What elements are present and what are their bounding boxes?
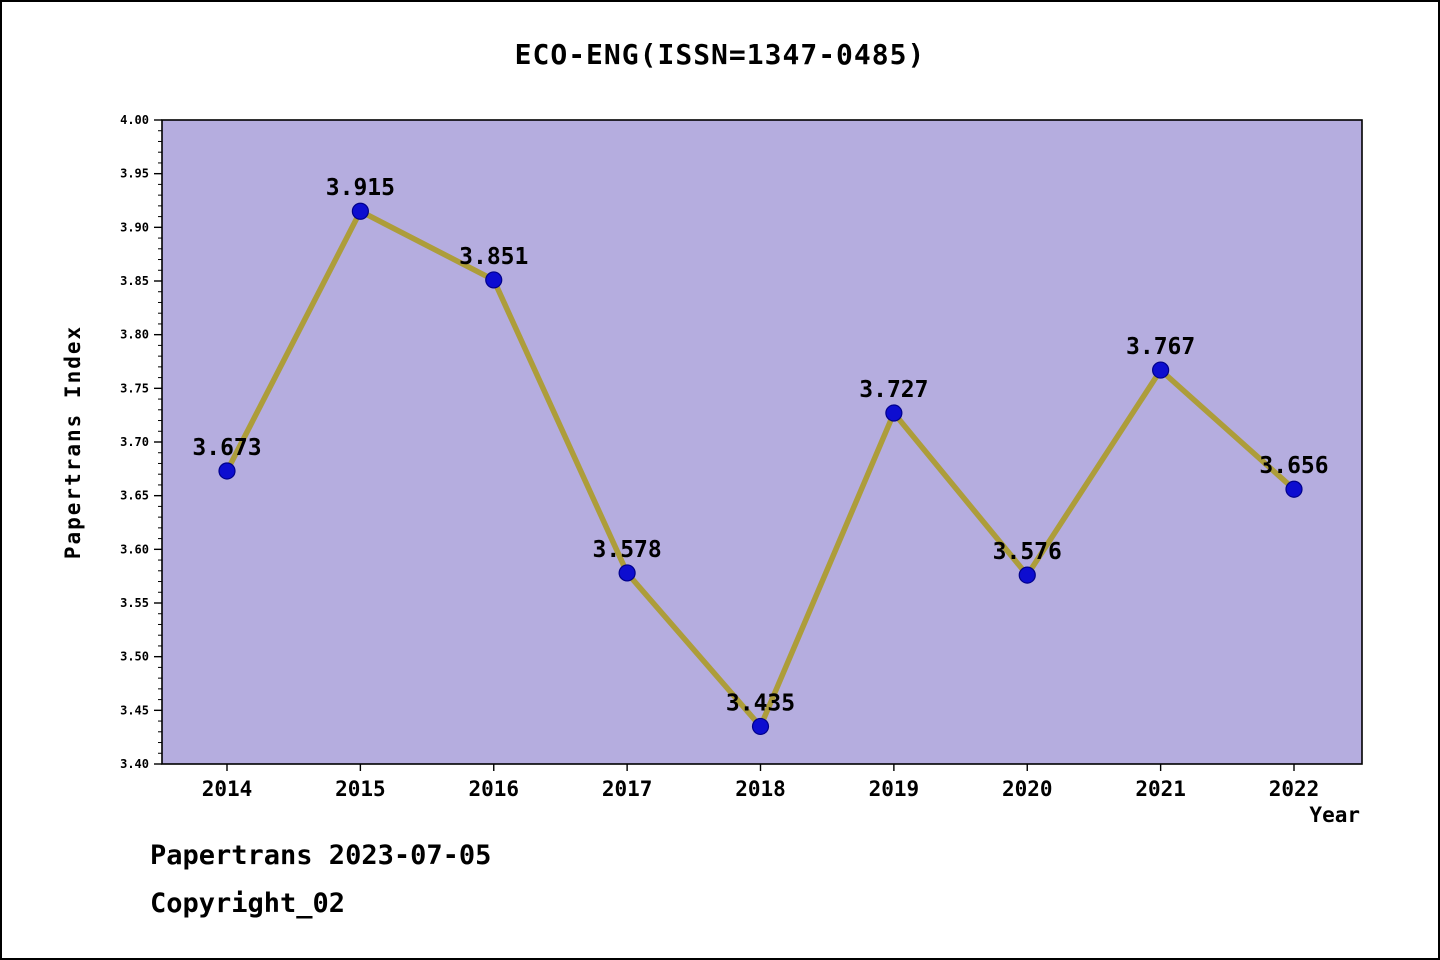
y-tick-label: 3.70 [120, 435, 149, 449]
data-point-label: 3.727 [859, 377, 928, 403]
data-point-label: 3.767 [1126, 334, 1195, 360]
x-tick-label: 2019 [869, 777, 920, 801]
data-point-label: 3.851 [459, 244, 528, 270]
x-tick-label: 2022 [1269, 777, 1320, 801]
y-tick-label: 3.55 [120, 596, 149, 610]
data-point-label: 3.435 [726, 690, 795, 716]
y-tick-label: 3.50 [120, 650, 149, 664]
plot-area [161, 119, 1363, 765]
data-point [218, 462, 236, 480]
footer-copyright: Copyright_02 [150, 888, 346, 919]
chart-title: ECO-ENG(ISSN=1347-0485) [514, 38, 926, 71]
data-point [485, 271, 503, 289]
x-tick-label: 2021 [1135, 777, 1186, 801]
footer-date: Papertrans 2023-07-05 [150, 840, 492, 871]
data-point [1285, 480, 1303, 498]
y-tick-label: 3.90 [120, 220, 149, 234]
x-tick-label: 2016 [468, 777, 519, 801]
x-tick-label: 2018 [735, 777, 786, 801]
y-tick-label: 3.95 [120, 167, 149, 181]
x-tick-label: 2020 [1002, 777, 1053, 801]
data-point-label: 3.578 [593, 537, 662, 563]
y-tick-label: 3.45 [120, 703, 149, 717]
data-point-label: 3.673 [192, 435, 261, 461]
y-tick-label: 3.75 [120, 381, 149, 395]
y-tick-label: 4.00 [120, 113, 149, 127]
data-point [1152, 361, 1170, 379]
y-tick-label: 3.80 [120, 328, 149, 342]
y-tick-label: 3.65 [120, 489, 149, 503]
x-tick-label: 2014 [202, 777, 253, 801]
data-point [1018, 566, 1036, 584]
x-tick-label: 2015 [335, 777, 386, 801]
y-tick-label: 3.85 [120, 274, 149, 288]
data-point [751, 717, 770, 736]
y-tick-label: 3.40 [120, 757, 149, 771]
data-point-label: 3.915 [326, 175, 395, 201]
data-point [885, 404, 903, 422]
y-tick-label: 3.60 [120, 542, 149, 556]
x-tick-label: 2017 [602, 777, 653, 801]
data-point-label: 3.576 [993, 539, 1062, 565]
data-point [351, 202, 369, 220]
x-axis-label: Year [1309, 803, 1360, 827]
data-point-label: 3.656 [1259, 453, 1328, 479]
y-axis-label: Papertrans Index [61, 325, 85, 559]
data-point [618, 564, 636, 582]
